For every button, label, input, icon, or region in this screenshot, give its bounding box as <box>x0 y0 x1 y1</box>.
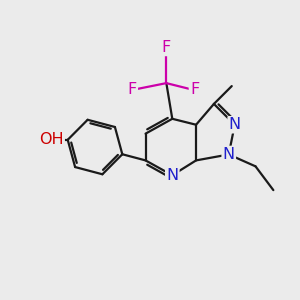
Text: F: F <box>190 82 199 97</box>
Text: N: N <box>223 147 235 162</box>
Text: F: F <box>162 40 171 55</box>
Text: OH: OH <box>39 132 64 147</box>
Text: F: F <box>128 82 137 97</box>
Text: N: N <box>166 168 178 183</box>
Text: N: N <box>229 117 241 132</box>
